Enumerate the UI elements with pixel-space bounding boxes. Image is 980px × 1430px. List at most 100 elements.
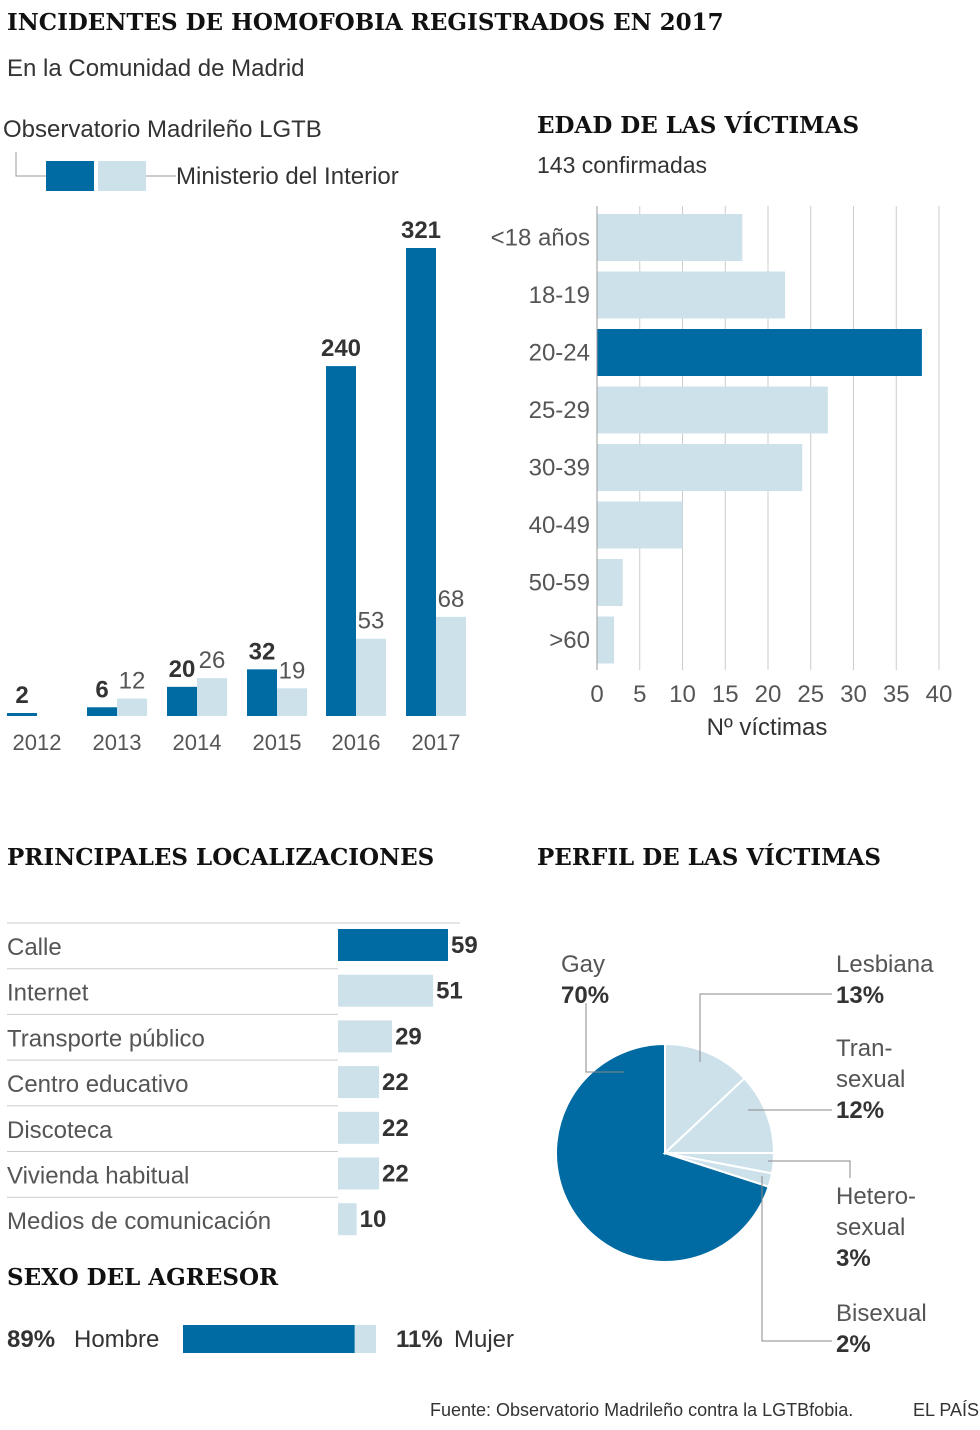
incident-value-label: 68 [438, 586, 465, 613]
age-category-label: 50-59 [529, 570, 590, 597]
pie-slice-lesbiana [664, 1042, 746, 1156]
source-note: Fuente: Observatorio Madrileño contra la… [430, 1400, 853, 1420]
incident-bar-2012-observatorio [7, 713, 37, 716]
location-bar [338, 1020, 393, 1053]
age-bar [597, 501, 683, 549]
age-category-label: 18-19 [529, 282, 590, 309]
legend-ministerio: Ministerio del Interior [176, 163, 399, 190]
pie-value-label: 70% [561, 982, 609, 1009]
page-title: INCIDENTES DE HOMOFOBIA REGISTRADOS EN 2… [7, 9, 724, 36]
pie-slice-gay [554, 1042, 770, 1263]
pie-leader-line [761, 1176, 832, 1342]
pie-leader-line [699, 993, 832, 1062]
age-category-label: <18 años [491, 225, 590, 252]
pie-category-label: Lesbiana [836, 951, 934, 978]
pie-label-line: Gay [561, 951, 605, 978]
location-value: 51 [436, 978, 463, 1005]
incident-bar-2015-ministerio [277, 688, 307, 716]
age-bar-chart: 0 5 10 15 20 25 30 35 40 <18 años 18-19 20-24 25-29 3… [491, 206, 953, 708]
locations-chart-title: PRINCIPALES LOCALIZACIONES [7, 844, 434, 871]
location-bar [338, 1203, 357, 1236]
incident-value-label: 321 [401, 217, 441, 244]
pie-label-line: Hetero- [836, 1183, 916, 1210]
age-category-label: >60 [549, 627, 590, 654]
profile-pie-chart: Gay 70% Lesbiana 13% Tran-sexual 12% Hetero-se… [554, 951, 934, 1358]
location-value: 22 [382, 1069, 409, 1096]
age-tick-label: 25 [797, 681, 824, 708]
incident-bar-2014-ministerio [197, 678, 227, 716]
location-label: Medios de comunicación [7, 1208, 271, 1235]
page-subtitle: En la Comunidad de Madrid [7, 55, 305, 82]
age-tick-label: 20 [755, 681, 782, 708]
age-tick-label: 40 [926, 681, 953, 708]
incident-bar-2014-observatorio [167, 686, 197, 716]
pie-label-line: Tran- [836, 1035, 892, 1062]
age-category-label: 25-29 [529, 397, 590, 424]
age-bar [597, 386, 828, 434]
pie-label-line: sexual [836, 1214, 905, 1241]
age-tick-label: 35 [883, 681, 910, 708]
aggressor-value-women: 11% [396, 1326, 443, 1353]
brand-logo: EL PAÍS [913, 1400, 979, 1420]
pie-label-line: Lesbiana [836, 951, 934, 978]
incident-value-label: 19 [279, 657, 306, 684]
location-bar [338, 974, 434, 1007]
location-bar [338, 1066, 380, 1099]
pie-category-label: Hetero-sexual [836, 1183, 916, 1241]
incident-bar-2017-observatorio [406, 248, 436, 716]
age-category-label: 40-49 [529, 512, 590, 539]
age-category-label: 20-24 [529, 340, 590, 367]
aggressor-bar-women [354, 1325, 376, 1353]
age-chart-subtitle: 143 confirmadas [537, 152, 707, 178]
age-bar [597, 271, 786, 319]
age-bar [597, 214, 743, 261]
incident-bar-2016-observatorio [326, 366, 356, 716]
incident-value-label: 20 [169, 656, 196, 683]
incident-value-label: 240 [321, 335, 361, 362]
pie-category-label: Tran-sexual [836, 1035, 905, 1093]
location-value: 22 [382, 1161, 409, 1188]
incident-value-label: 6 [95, 676, 108, 703]
age-tick-label: 15 [712, 681, 739, 708]
age-bar [597, 616, 615, 664]
incident-year-label: 2014 [173, 730, 222, 755]
incident-bar-2013-observatorio [87, 707, 117, 716]
location-value: 10 [360, 1206, 387, 1233]
incident-bar-2017-ministerio [436, 616, 466, 716]
location-label: Vivienda habitual [7, 1163, 189, 1190]
pie-category-label: Bisexual [836, 1300, 927, 1327]
location-value: 22 [382, 1115, 409, 1142]
aggressor-value-men: 89% [7, 1326, 55, 1353]
incident-value-label: 53 [358, 608, 385, 635]
age-tick-label: 5 [633, 681, 646, 708]
location-value: 59 [451, 932, 478, 959]
age-category-label: 30-39 [529, 455, 590, 482]
legend-swatch-light [98, 161, 146, 191]
incident-year-label: 2012 [13, 730, 62, 755]
pie-value-label: 12% [836, 1097, 884, 1124]
incident-year-label: 2017 [412, 730, 461, 755]
age-tick-label: 0 [590, 681, 603, 708]
pie-value-label: 3% [836, 1245, 871, 1272]
incident-year-label: 2015 [253, 730, 302, 755]
incident-year-label: 2016 [332, 730, 381, 755]
location-label: Calle [7, 934, 62, 961]
age-tick-label: 30 [840, 681, 867, 708]
locations-bar-chart: Calle 59 Internet 51 Transporte público 29 Cen… [7, 922, 478, 1236]
profile-chart-title: PERFIL DE LAS VÍCTIMAS [537, 844, 881, 871]
aggressor-label-men: Hombre [74, 1326, 159, 1353]
incident-value-label: 12 [119, 668, 146, 695]
pie-slice-transexual [662, 1076, 776, 1154]
incident-bar-2013-ministerio [117, 698, 147, 716]
age-chart-xlabel: Nº víctimas [707, 714, 828, 741]
location-label: Transporte público [7, 1025, 205, 1052]
legend-observatorio: Observatorio Madrileño LGTB [3, 116, 322, 143]
location-bar [338, 1111, 380, 1144]
age-bar [597, 559, 623, 606]
age-tick-label: 10 [669, 681, 696, 708]
pie-label-line: sexual [836, 1066, 905, 1093]
incident-value-label: 32 [249, 638, 276, 665]
pie-leader-line [768, 1160, 851, 1178]
